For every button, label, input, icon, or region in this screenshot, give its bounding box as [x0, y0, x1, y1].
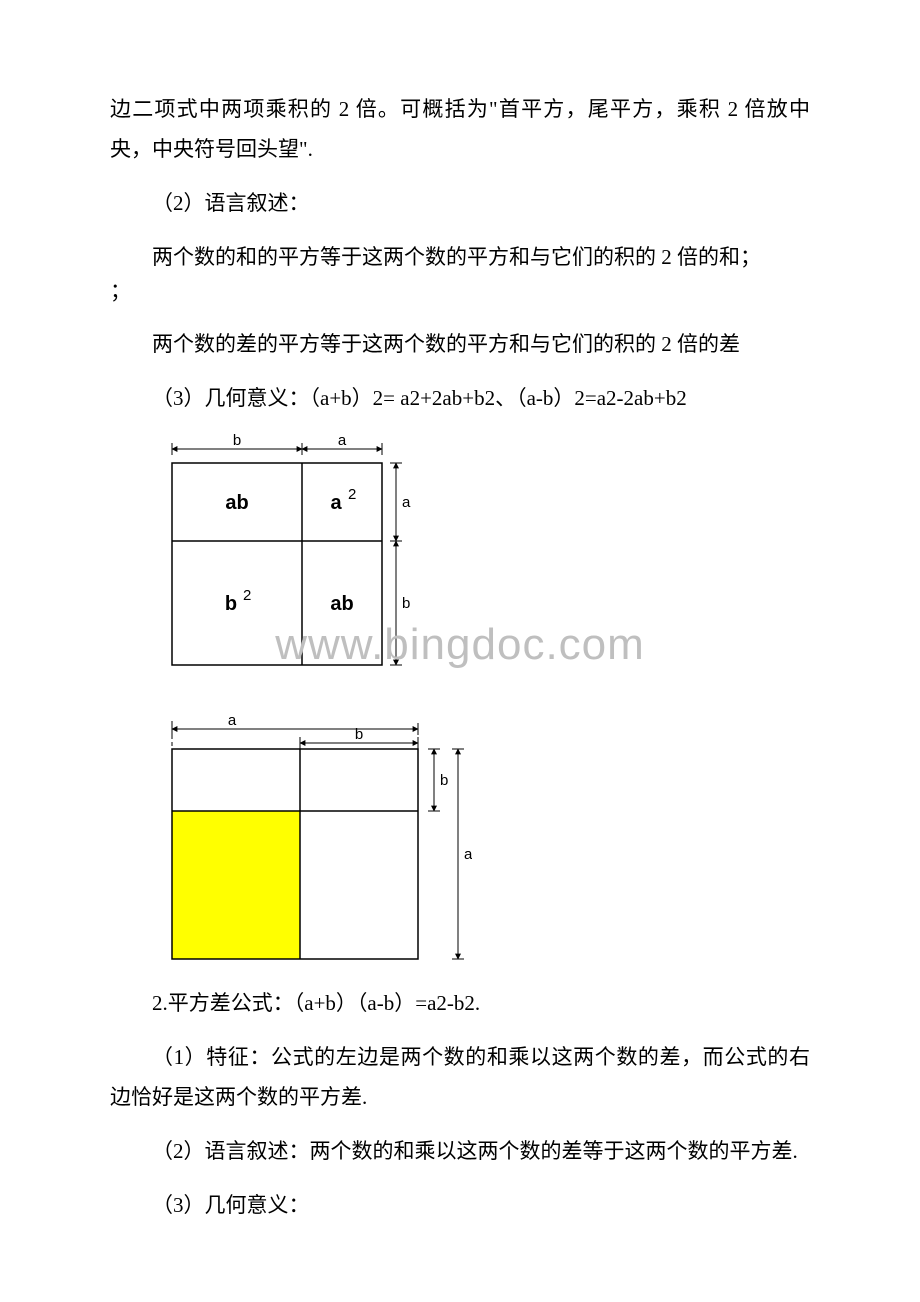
svg-text:a: a — [464, 846, 472, 863]
paragraph-3a: 两个数的和的平方等于这两个数的平方和与它们的积的 2 倍的和； — [110, 238, 810, 278]
paragraph-7: （1）特征：公式的左边是两个数的和乘以这两个数的差，而公式的右边恰好是这两个数的… — [110, 1038, 810, 1118]
paragraph-5: （3）几何意义：（a+b）2= a2+2ab+b2、（a-b）2=a2-2ab+… — [110, 379, 810, 419]
svg-text:ab: ab — [330, 593, 353, 615]
paragraph-4: 两个数的差的平方等于这两个数的平方和与它们的积的 2 倍的差 — [110, 325, 810, 365]
diagram-1-svg: baababa2b2ab — [162, 433, 422, 673]
svg-text:a: a — [330, 492, 342, 514]
svg-text:ab: ab — [225, 492, 248, 514]
svg-text:2: 2 — [243, 587, 251, 604]
document-page: 边二项式中两项乘积的 2 倍。可概括为"首平方，尾平方，乘积 2 倍放中央，中央… — [0, 0, 920, 1302]
svg-text:a: a — [228, 712, 237, 729]
svg-text:b: b — [440, 772, 448, 789]
svg-text:b: b — [225, 593, 237, 615]
svg-text:2: 2 — [348, 486, 356, 503]
paragraph-6: 2.平方差公式：（a+b）（a-b）=a2-b2. — [110, 984, 810, 1024]
paragraph-8: （2）语言叙述：两个数的和乘以这两个数的差等于这两个数的平方差. — [110, 1132, 810, 1172]
paragraph-1: 边二项式中两项乘积的 2 倍。可概括为"首平方，尾平方，乘积 2 倍放中央，中央… — [110, 90, 810, 170]
paragraph-2: （2）语言叙述： — [110, 184, 810, 224]
svg-text:a: a — [402, 494, 411, 511]
paragraph-9: （3）几何意义： — [110, 1186, 810, 1226]
svg-text:a: a — [338, 433, 347, 449]
svg-text:b: b — [402, 595, 410, 612]
geometric-diagram-diff-square: a b b a — [162, 691, 810, 966]
svg-text:b: b — [233, 433, 241, 449]
geometric-diagram-sum-square: baababa2b2ab — [162, 433, 810, 673]
svg-text:b: b — [355, 726, 363, 743]
diagram-2-svg: a b b a — [162, 691, 472, 966]
paragraph-3-text: 两个数的和的平方等于这两个数的平方和与它们的积的 2 倍的和； — [152, 245, 761, 269]
